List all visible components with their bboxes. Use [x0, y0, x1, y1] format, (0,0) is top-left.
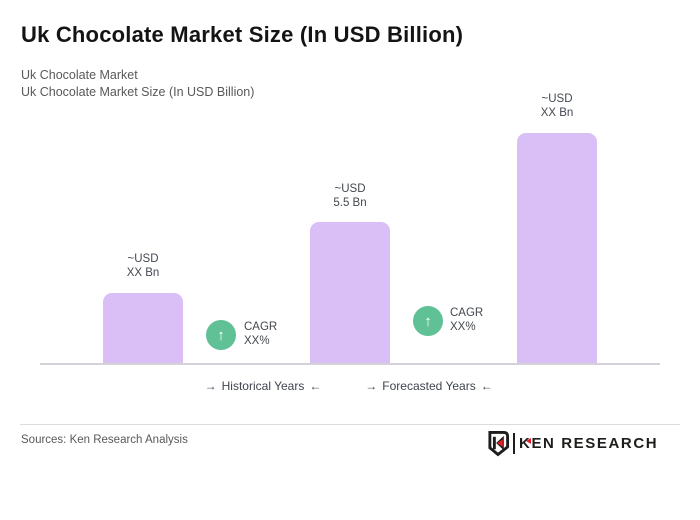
- logo-wordmark: K EN RESEARCH: [519, 430, 658, 457]
- footer-divider: [20, 424, 680, 425]
- page-title: Uk Chocolate Market Size (In USD Billion…: [21, 22, 464, 47]
- subtitle-line-1: Uk Chocolate Market: [21, 68, 138, 82]
- left-arrow-icon: ←: [309, 379, 322, 393]
- cagr-line2: XX%: [244, 335, 270, 347]
- bar-label-line1: ~USD: [334, 183, 366, 195]
- ken-research-logo: K EN RESEARCH: [487, 430, 658, 457]
- k-shield-icon: [488, 431, 510, 457]
- up-arrow-icon: ↑: [217, 326, 225, 344]
- bar-value-label: ~USD XX Bn: [93, 252, 193, 280]
- growth-circle: ↑: [206, 320, 236, 350]
- right-arrow-icon: →: [365, 379, 378, 393]
- bar-value-label: ~USD XX Bn: [507, 92, 607, 120]
- bar-forecast: [517, 133, 597, 363]
- cagr-line1: CAGR: [244, 321, 278, 333]
- bar-label-line2: 5.5 Bn: [333, 197, 367, 209]
- historical-years-label: → Historical Years ←: [183, 379, 343, 393]
- cagr-line2: XX%: [450, 321, 476, 333]
- up-arrow-icon: ↑: [424, 312, 432, 330]
- x-axis-line: [40, 363, 660, 365]
- left-arrow-icon: ←: [480, 379, 493, 393]
- bar-label-line1: ~USD: [127, 253, 159, 265]
- red-triangle-icon: [526, 438, 532, 444]
- bar-label-line1: ~USD: [541, 93, 573, 105]
- logo-k-letter: K: [519, 435, 532, 452]
- logo-separator: [513, 433, 515, 454]
- bar-historical-2: [310, 222, 390, 363]
- cagr-label: CAGR XX%: [244, 320, 277, 348]
- logo-wordmark-rest: EN RESEARCH: [531, 435, 659, 452]
- bar-label-line2: XX Bn: [126, 267, 160, 279]
- bar-value-label: ~USD 5.5 Bn: [300, 182, 400, 210]
- axis-group-text: Historical Years: [221, 379, 305, 393]
- growth-circle: ↑: [413, 306, 443, 336]
- cagr-line1: CAGR: [450, 307, 484, 319]
- axis-group-text: Forecasted Years: [382, 379, 476, 393]
- right-arrow-icon: →: [204, 379, 217, 393]
- forecasted-years-label: → Forecasted Years ←: [349, 379, 509, 393]
- cagr-label: CAGR XX%: [450, 306, 483, 334]
- bar-label-line2: XX Bn: [540, 107, 574, 119]
- bar-historical-1: [103, 293, 183, 363]
- sources-text: Sources: Ken Research Analysis: [21, 434, 188, 446]
- subtitle-line-2: Uk Chocolate Market Size (In USD Billion…: [21, 85, 255, 99]
